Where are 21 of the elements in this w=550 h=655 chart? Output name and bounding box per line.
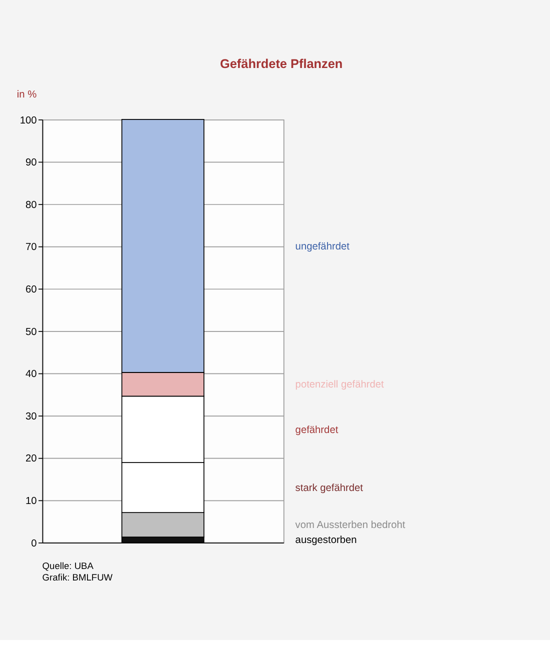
y-tick-label: 50 (26, 326, 38, 338)
y-tick-label: 30 (26, 411, 38, 422)
y-axis-title: in % (16, 89, 37, 100)
source-note: Quelle: UBA (42, 560, 94, 571)
text: ungefährdet (295, 241, 350, 252)
text: vom Aussterben bedroht (295, 520, 406, 532)
chart-title: Gefährdete Pflanzen (220, 56, 343, 71)
y-tick-label: 20 (26, 454, 38, 465)
text: gefährdet (295, 424, 338, 436)
text: stark gefährdet (295, 482, 364, 494)
y-tick-label: 10 (26, 496, 38, 508)
y-tick-label: 100 (20, 115, 38, 126)
y-tick-label: 70 (26, 242, 38, 254)
y-tick-label: 80 (26, 200, 38, 211)
y-tick-label: 60 (26, 284, 38, 296)
y-tick-label: 90 (26, 158, 38, 169)
text: ausgestorben (295, 535, 357, 546)
text: potenziell gefährdet (295, 380, 384, 391)
y-tick-label: 40 (26, 369, 38, 380)
text: Grafik: BMLFUW (42, 572, 113, 583)
y-tick-label: 0 (31, 538, 38, 550)
